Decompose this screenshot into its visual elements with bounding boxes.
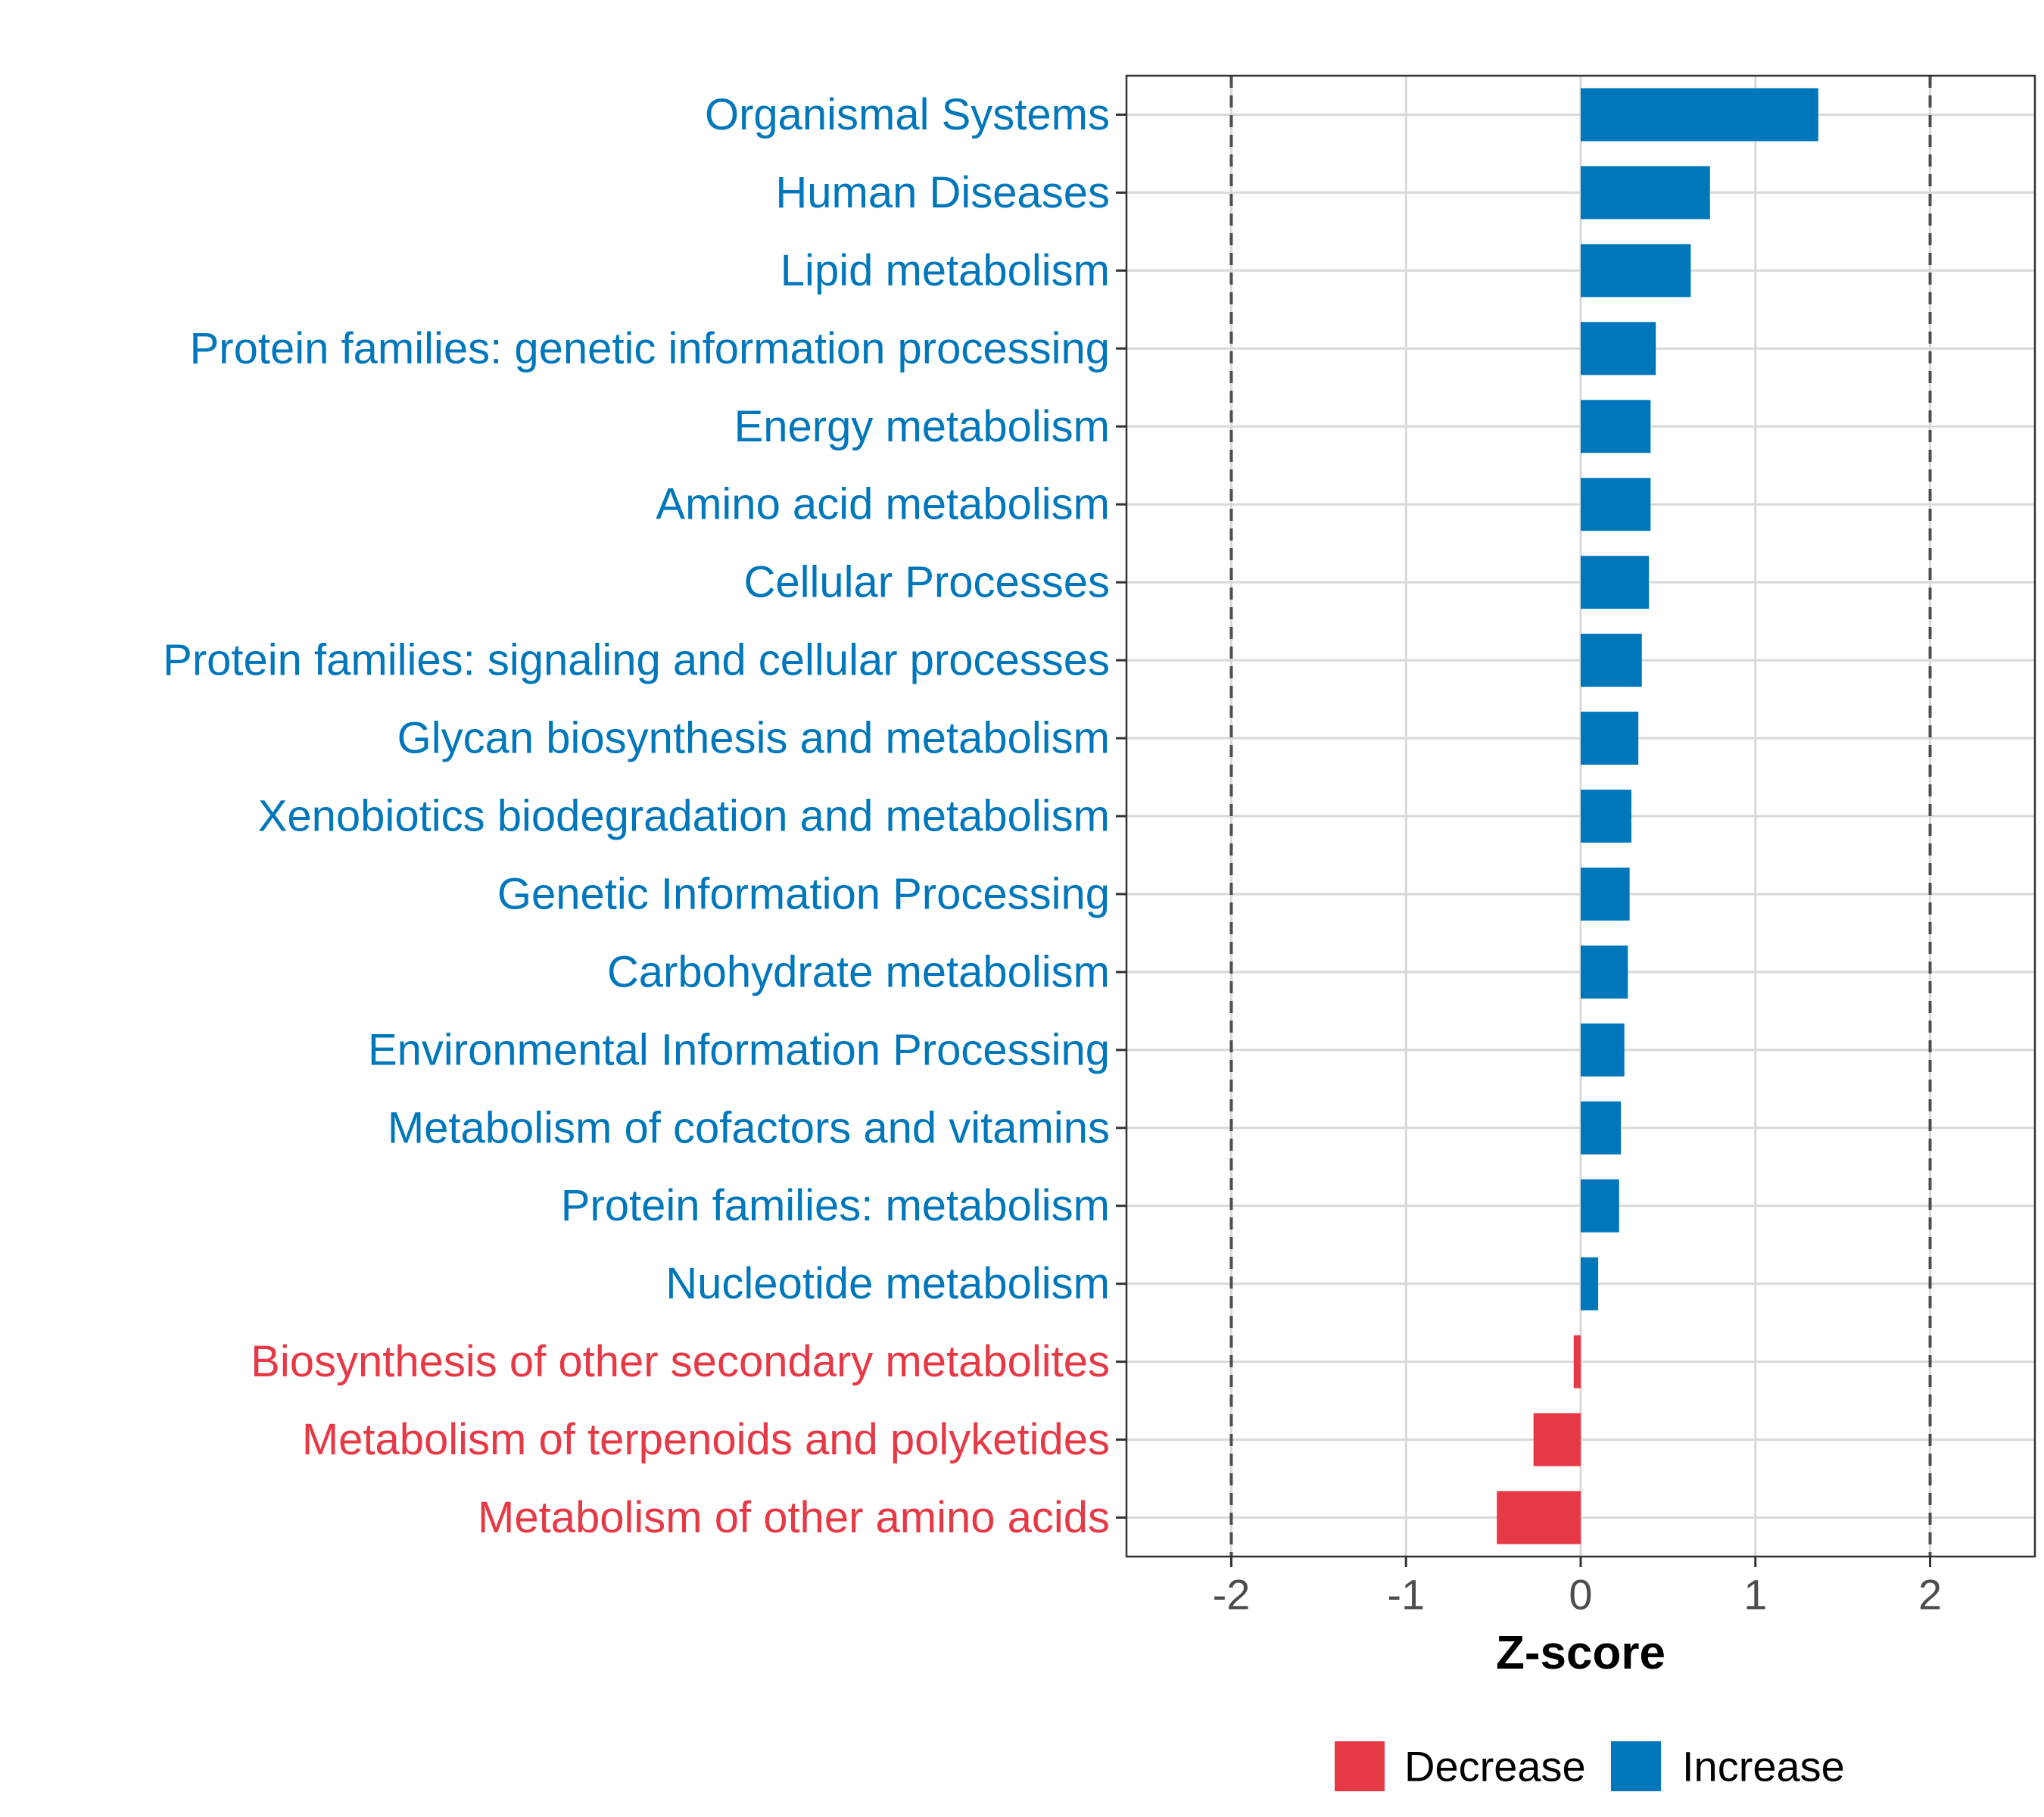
bar-nucleotide-metabolism (1581, 1257, 1599, 1311)
y-tick-label: Protein families: signaling and cellular… (163, 636, 1110, 685)
y-tick-label: Energy metabolism (734, 402, 1110, 451)
y-tick-label: Nucleotide metabolism (665, 1259, 1110, 1308)
y-tick-label: Cellular Processes (743, 558, 1110, 607)
x-tick-label: -1 (1387, 1571, 1425, 1619)
legend-label-increase: Increase (1682, 1743, 1845, 1791)
legend-key-increase (1611, 1741, 1661, 1791)
y-tick-label: Human Diseases (775, 168, 1110, 217)
bar-protein-families-genetic-information-processing (1581, 322, 1656, 376)
legend: Decrease Increase (1335, 1741, 1845, 1791)
x-tick-label: 1 (1743, 1571, 1767, 1619)
y-tick-label: Carbohydrate metabolism (607, 947, 1110, 996)
bar-human-diseases (1581, 166, 1710, 220)
y-tick-label: Environmental Information Processing (368, 1025, 1110, 1074)
bar-metabolism-of-cofactors-and-vitamins (1581, 1101, 1622, 1155)
bar-metabolism-of-other-amino-acids (1497, 1491, 1581, 1544)
y-tick-label: Lipid metabolism (781, 246, 1110, 295)
x-axis: -2 -1 0 1 2 (1213, 1557, 1942, 1619)
y-tick-label: Protein families: genetic information pr… (190, 324, 1110, 373)
legend-label-decrease: Decrease (1404, 1743, 1586, 1791)
bar-protein-families-metabolism (1581, 1179, 1619, 1233)
bar-glycan-biosynthesis-and-metabolism (1581, 712, 1639, 765)
x-axis-title: Z-score (1496, 1627, 1665, 1679)
bars (1497, 88, 1818, 1544)
y-tick-label: Genetic Information Processing (497, 869, 1110, 918)
y-tick-label: Metabolism of terpenoids and polyketides (302, 1415, 1110, 1464)
bar-amino-acid-metabolism (1581, 478, 1651, 531)
y-tick-label: Protein families: metabolism (561, 1181, 1110, 1230)
bar-protein-families-signaling-and-cellular-processes (1581, 634, 1642, 687)
y-tick-label: Amino acid metabolism (656, 480, 1110, 529)
bar-lipid-metabolism (1581, 244, 1691, 298)
bar-xenobiotics-biodegradation-and-metabolism (1581, 790, 1631, 843)
bar-energy-metabolism (1581, 400, 1651, 453)
bar-metabolism-of-terpenoids-and-polyketides (1533, 1413, 1581, 1466)
bar-environmental-information-processing (1581, 1023, 1625, 1077)
bar-cellular-processes (1581, 556, 1649, 609)
x-tick-label: 0 (1569, 1571, 1592, 1619)
legend-key-decrease (1335, 1741, 1385, 1791)
y-tick-label: Xenobiotics biodegradation and metabolis… (258, 792, 1110, 841)
y-tick-label: Biosynthesis of other secondary metaboli… (251, 1337, 1110, 1386)
x-tick-label: -2 (1213, 1571, 1251, 1619)
x-tick-label: 2 (1918, 1571, 1942, 1619)
y-tick-label: Organismal Systems (705, 90, 1110, 139)
bar-carbohydrate-metabolism (1581, 945, 1628, 999)
y-tick-label: Metabolism of other amino acids (478, 1493, 1110, 1542)
y-axis: Organismal Systems Human Diseases Lipid me… (163, 90, 1126, 1542)
y-tick-label: Glycan biosynthesis and metabolism (397, 714, 1110, 763)
bar-biosynthesis-of-other-secondary-metabolites (1573, 1335, 1581, 1388)
bar-organismal-systems (1581, 88, 1818, 142)
reference-lines (1229, 76, 1932, 1557)
bar-genetic-information-processing (1581, 867, 1630, 921)
y-tick-label: Metabolism of cofactors and vitamins (388, 1103, 1110, 1152)
